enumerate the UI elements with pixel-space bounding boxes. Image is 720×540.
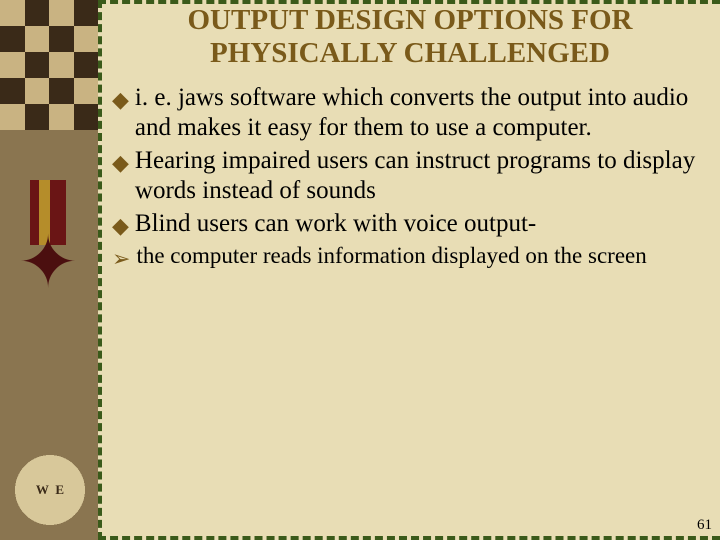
diamond-bullet-icon: ◆ (112, 150, 129, 177)
bullet-list: ◆ i. e. jaws software which converts the… (108, 83, 712, 272)
bullet-item: ◆ i. e. jaws software which converts the… (112, 83, 712, 144)
bullet-item: ◆ Hearing impaired users can instruct pr… (112, 146, 712, 207)
slide-content: OUTPUT DESIGN OPTIONS FOR PHYSICALLY CHA… (108, 4, 712, 534)
sub-bullet-item: ➢ the computer reads information display… (112, 242, 712, 273)
bullet-text: Hearing impaired users can instruct prog… (135, 146, 712, 207)
diamond-bullet-icon: ◆ (112, 87, 129, 114)
bullet-text: Blind users can work with voice output- (135, 209, 536, 240)
compass-decoration: W E (5, 445, 95, 535)
bullet-item: ◆ Blind users can work with voice output… (112, 209, 712, 240)
decorative-sidebar: ✦ W E (0, 0, 98, 540)
sub-bullet-text: the computer reads information displayed… (136, 242, 646, 271)
arrow-bullet-icon: ➢ (112, 245, 130, 273)
medal-decoration: ✦ (8, 180, 88, 330)
diamond-bullet-icon: ◆ (112, 213, 129, 240)
page-number: 61 (697, 517, 712, 534)
slide-title: OUTPUT DESIGN OPTIONS FOR PHYSICALLY CHA… (108, 4, 712, 83)
checkerboard-decoration (0, 0, 98, 130)
bullet-text: i. e. jaws software which converts the o… (135, 83, 712, 144)
